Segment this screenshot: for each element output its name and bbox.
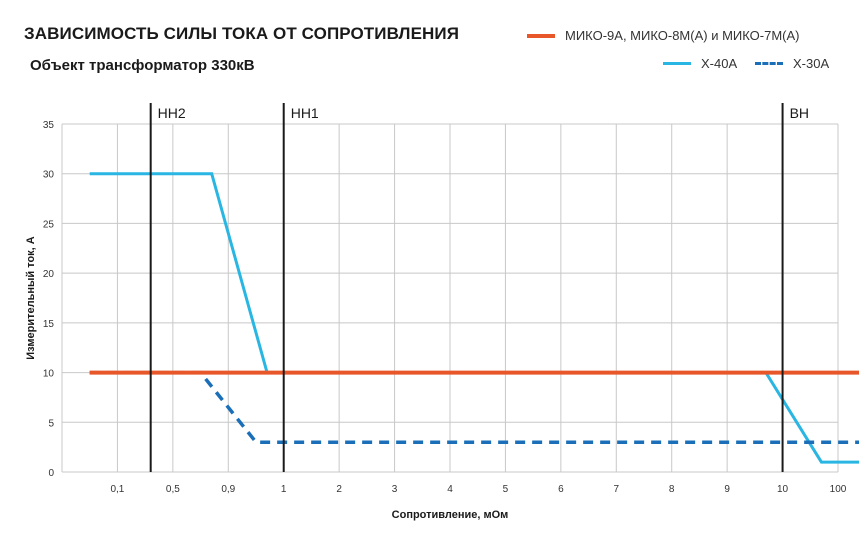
x-tick-label: 4	[447, 484, 453, 495]
x-tick-label: 1	[281, 484, 287, 495]
x-axis-label: Сопротивление, мОм	[392, 509, 509, 521]
chart-title: ЗАВИСИМОСТЬ СИЛЫ ТОКА ОТ СОПРОТИВЛЕНИЯ	[24, 24, 460, 43]
chart-series	[89, 172, 859, 464]
chart-subtitle: Объект трансформатор 330кВ	[30, 57, 255, 74]
legend-label-x40: Х-40А	[701, 56, 738, 71]
x-tick-label: 9	[724, 484, 730, 495]
series-line-x30	[89, 370, 859, 444]
x-tick-label: 10	[777, 484, 789, 495]
legend-swatch-cyan	[663, 62, 691, 65]
legend-entry-x30: Х-30А	[755, 56, 829, 71]
x-tick-label: 6	[558, 484, 564, 495]
chart-grid	[61, 123, 839, 473]
series-line-x40	[89, 172, 859, 464]
legend-label-x30: Х-30А	[793, 56, 830, 71]
y-tick-label: 20	[43, 269, 55, 280]
y-tick-label: 5	[48, 418, 54, 429]
x-tick-label: 5	[503, 484, 509, 495]
x-tick-label: 0,5	[166, 484, 180, 495]
chart-ticks: 0 5 10 15 20 25 30 35 0,1 0,5 0,9 1 2 3 4 5 6 7 8 9 10 100	[43, 120, 847, 495]
legend-entry-miko: МИКО-9А, МИКО-8М(А) и МИКО-7М(А)	[527, 28, 800, 43]
x-tick-label: 7	[614, 484, 620, 495]
marker-label: ВН	[790, 105, 809, 121]
y-tick-label: 25	[43, 219, 55, 230]
x-tick-label: 3	[392, 484, 398, 495]
marker-label: НН1	[291, 105, 319, 121]
legend-swatch-blue	[755, 62, 783, 65]
legend-entry-x40: Х-40А	[663, 56, 737, 71]
x-tick-label: 0,9	[221, 484, 235, 495]
y-tick-label: 15	[43, 319, 55, 330]
y-axis-label: Измерительный ток, А	[25, 236, 37, 360]
y-tick-label: 0	[48, 468, 54, 479]
y-tick-label: 35	[43, 120, 55, 131]
x-tick-label: 0,1	[110, 484, 124, 495]
x-tick-label: 2	[336, 484, 342, 495]
x-tick-label: 8	[669, 484, 675, 495]
y-tick-label: 30	[43, 170, 55, 181]
legend-label-miko: МИКО-9А, МИКО-8М(А) и МИКО-7М(А)	[565, 28, 800, 43]
legend-swatch-orange	[527, 33, 555, 38]
y-tick-label: 10	[43, 369, 55, 380]
chart-markers: НН2 НН1 ВН	[149, 103, 809, 472]
x-tick-label: 100	[830, 484, 847, 495]
marker-label: НН2	[158, 105, 186, 121]
